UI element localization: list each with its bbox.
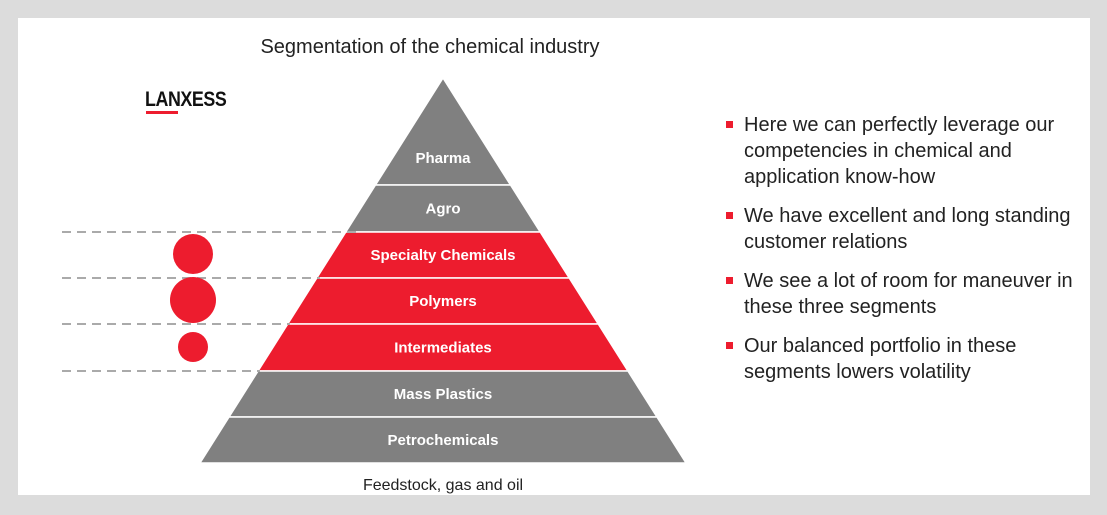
logo: LANXESS xyxy=(145,88,227,111)
layer-label: Mass Plastics xyxy=(394,386,492,403)
logo-bar xyxy=(146,111,178,114)
layer-label: Agro xyxy=(426,201,461,218)
title: Segmentation of the chemical industry xyxy=(260,36,599,58)
layer-label: Petrochemicals xyxy=(388,432,499,449)
layer-label: Pharma xyxy=(415,150,471,167)
layer-label: Specialty Chemicals xyxy=(370,247,515,264)
bullet: We have excellent and long standing cust… xyxy=(726,203,1076,255)
base-label: Feedstock, gas and oil xyxy=(363,477,523,494)
circle xyxy=(173,234,213,274)
bullet: Here we can perfectly leverage our compe… xyxy=(726,112,1076,190)
layer-label: Polymers xyxy=(409,293,477,310)
pyramid-layer xyxy=(198,416,688,464)
bullet: Our balanced portfolio in these segments… xyxy=(726,333,1076,385)
circle xyxy=(178,332,208,362)
circle xyxy=(170,277,216,323)
layer-label: Intermediates xyxy=(394,340,492,357)
bullet: We see a lot of room for maneuver in the… xyxy=(726,268,1076,320)
bullet-list: Here we can perfectly leverage our compe… xyxy=(726,112,1076,398)
pyramid-layer xyxy=(374,76,512,186)
